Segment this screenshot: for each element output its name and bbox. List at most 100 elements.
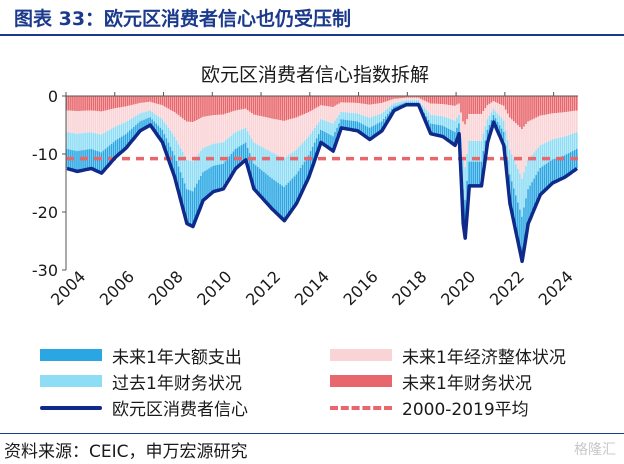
bar-segment xyxy=(441,104,444,117)
bar-segment xyxy=(472,140,474,162)
bar-segment xyxy=(155,96,158,104)
bar-segment xyxy=(346,102,349,113)
bar-segment xyxy=(165,107,168,125)
bar-segment xyxy=(78,96,80,111)
bar-segment xyxy=(232,151,235,172)
bar-segment xyxy=(533,118,535,153)
bar-segment xyxy=(397,96,399,99)
bar-segment xyxy=(141,120,143,130)
bar-segment xyxy=(210,115,212,145)
bar-segment xyxy=(175,113,178,141)
bar-segment xyxy=(297,171,300,199)
bar-segment xyxy=(161,129,164,143)
bar-segment xyxy=(519,127,521,174)
bar-segment xyxy=(118,137,121,154)
bar-segment xyxy=(569,152,572,173)
bar-segment xyxy=(189,121,192,161)
bar-segment xyxy=(454,131,456,146)
bar-segment xyxy=(307,155,310,178)
bar-segment xyxy=(261,96,263,117)
bar-segment xyxy=(287,96,290,120)
bar-segment xyxy=(84,96,86,111)
bar-segment xyxy=(187,189,190,225)
bar-segment xyxy=(435,96,438,104)
bar-segment xyxy=(279,120,281,157)
bar-segment xyxy=(512,121,515,160)
bar-segment xyxy=(273,119,275,154)
bar-segment xyxy=(559,112,562,138)
bar-segment xyxy=(212,143,214,166)
bar-segment xyxy=(185,121,188,160)
bar-segment xyxy=(480,140,483,162)
bar-segment xyxy=(571,111,574,134)
bar-segment xyxy=(159,117,162,128)
bar-segment xyxy=(281,96,283,121)
bar-segment xyxy=(230,111,233,136)
bar-segment xyxy=(476,113,479,141)
bar-segment xyxy=(407,97,409,101)
bar-segment xyxy=(212,96,214,116)
bar-segment xyxy=(169,130,172,147)
bar-segment xyxy=(259,115,261,146)
bar-segment xyxy=(380,102,383,114)
bar-segment xyxy=(539,115,542,146)
bar-segment xyxy=(100,111,103,135)
bar-segment xyxy=(567,96,570,112)
bar-segment xyxy=(500,128,503,141)
bar-segment xyxy=(421,99,424,106)
bar-segment xyxy=(137,123,139,134)
bar-segment xyxy=(222,114,225,143)
bar-segment xyxy=(395,96,397,99)
bar-segment xyxy=(415,96,418,98)
bar-segment xyxy=(92,96,95,111)
bar-segment xyxy=(429,114,432,124)
bar-segment xyxy=(482,96,485,112)
bar-segment xyxy=(122,135,125,150)
bar-segment xyxy=(409,97,411,101)
bar-segment xyxy=(256,167,259,194)
legend-label: 未来1年财务状况 xyxy=(402,374,532,394)
bar-segment xyxy=(145,111,147,119)
bar-segment xyxy=(173,96,176,113)
bar-segment xyxy=(403,100,405,104)
bar-segment xyxy=(248,96,251,112)
bar-segment xyxy=(222,163,225,189)
bar-segment xyxy=(443,126,446,139)
bar-segment xyxy=(547,141,550,163)
bar-segment xyxy=(484,126,487,141)
bar-segment xyxy=(478,113,481,141)
bar-segment xyxy=(271,152,273,179)
bar-segment xyxy=(141,96,143,103)
bar-segment xyxy=(165,125,168,139)
x-tick-label: 2016 xyxy=(340,267,382,309)
bar-segment xyxy=(80,96,82,111)
bar-segment xyxy=(439,116,442,126)
bar-segment xyxy=(340,102,342,112)
bar-segment xyxy=(267,150,269,176)
bar-segment xyxy=(370,126,373,139)
bar-segment xyxy=(508,149,511,175)
bar-segment xyxy=(68,96,70,111)
bar-segment xyxy=(214,96,216,116)
bar-segment xyxy=(527,159,529,190)
bar-segment xyxy=(169,109,172,131)
bar-segment xyxy=(153,102,155,114)
bar-segment xyxy=(419,98,422,103)
bar-segment xyxy=(496,96,499,104)
bar-segment xyxy=(468,140,470,162)
bar-segment xyxy=(535,96,537,118)
bar-segment xyxy=(334,131,336,146)
bar-segment xyxy=(370,117,373,127)
bar-segment xyxy=(120,123,123,137)
bar-segment xyxy=(114,126,117,141)
bar-segment xyxy=(163,106,166,123)
bar-segment xyxy=(490,96,493,103)
bar-segment xyxy=(567,135,570,154)
bar-segment xyxy=(309,151,312,172)
bar-segment xyxy=(409,100,411,103)
bar-segment xyxy=(263,116,265,149)
bar-segment xyxy=(401,98,403,102)
bar-segment xyxy=(433,96,436,104)
bar-segment xyxy=(376,114,379,124)
bar-segment xyxy=(157,125,160,137)
